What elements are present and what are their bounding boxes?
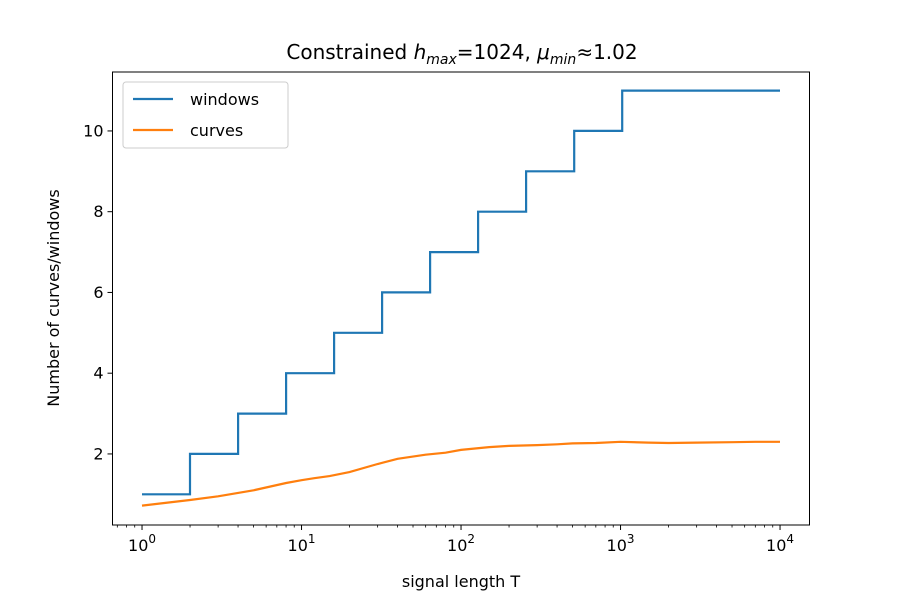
y-tick-label: 6 [93,283,103,302]
series-line-curves [141,440,780,507]
y-axis-label: Number of curves/windows [44,189,63,406]
x-tick-label: 102 [447,532,475,555]
series-layer [141,89,780,507]
legend-label-windows: windows [190,90,259,109]
x-tick-label: 103 [607,532,635,555]
plot-frame [112,71,810,526]
x-axis-label: signal length T [402,572,521,591]
series-line-windows [142,89,780,496]
x-tick-label: 100 [128,532,156,555]
chart-title: Constrained hmax=1024, μmin≈1.02 [286,40,637,68]
y-tick-label: 8 [93,202,103,221]
x-axis-ticks: 100 101 102 103 104 [116,525,794,555]
legend: windows curves [122,81,289,149]
y-axis-ticks: 2 4 6 8 10 [83,121,113,463]
y-tick-label: 10 [83,121,103,140]
y-tick-label: 2 [93,444,103,463]
x-tick-label: 101 [288,532,316,555]
y-tick-label: 4 [93,364,103,383]
legend-label-curves: curves [190,121,243,140]
x-tick-label: 104 [766,532,794,555]
